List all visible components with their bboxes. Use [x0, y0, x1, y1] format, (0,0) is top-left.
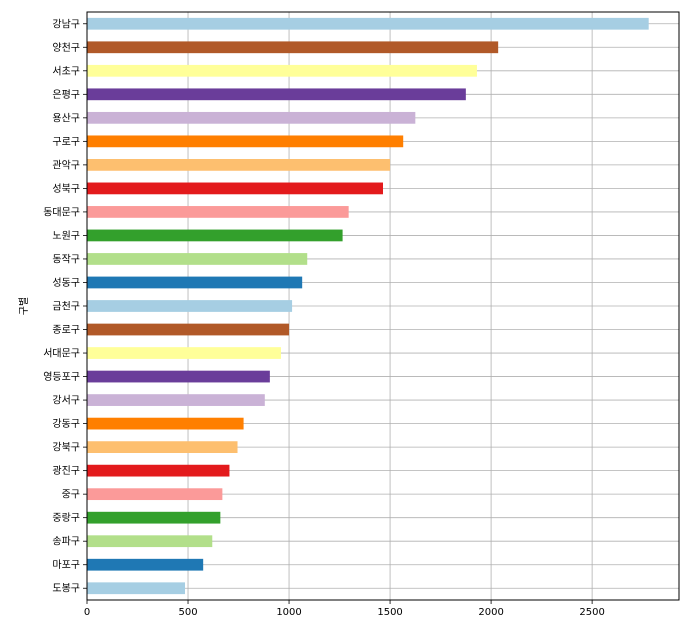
y-axis-title: 구별 [18, 297, 30, 315]
y-tick-label: 중랑구 [52, 512, 80, 524]
bar-영등포구 [87, 370, 270, 383]
y-tick-label: 송파구 [52, 536, 80, 548]
y-tick-label: 강북구 [52, 442, 80, 454]
y-tick-label: 성동구 [52, 277, 80, 289]
y-tick-label: 광진구 [52, 465, 80, 477]
bar-동대문구 [87, 206, 349, 218]
bar-관악구 [87, 159, 391, 171]
y-tick-label: 동대문구 [43, 206, 80, 218]
x-tick-label: 2500 [579, 607, 604, 618]
y-tick-label: 종로구 [52, 324, 80, 336]
x-tick-label: 500 [178, 607, 197, 618]
bar-광진구 [87, 464, 230, 477]
y-tick-label: 동작구 [52, 253, 80, 265]
bar-강남구 [87, 17, 649, 30]
x-tick-label: 2000 [478, 607, 503, 618]
y-tick-label: 강남구 [52, 18, 80, 30]
y-tick-label: 은평구 [52, 89, 80, 101]
y-tick-label: 용산구 [52, 112, 80, 124]
bar-마포구 [87, 558, 204, 571]
bar-도봉구 [87, 582, 185, 595]
y-tick-label: 마포구 [52, 559, 80, 571]
bar-강동구 [87, 417, 244, 430]
bar-강서구 [87, 394, 265, 406]
y-tick-label: 서초구 [52, 65, 80, 77]
bar-서대문구 [87, 347, 281, 359]
y-tick-label: 서대문구 [43, 348, 80, 360]
y-tick-label: 노원구 [52, 230, 80, 242]
y-tick-label: 성북구 [52, 183, 80, 195]
bar-노원구 [87, 229, 343, 242]
y-tick-label: 영등포구 [43, 371, 80, 383]
bars [87, 17, 649, 595]
bar-양천구 [87, 41, 499, 54]
y-tick-label: 중구 [62, 489, 80, 501]
y-tick-label: 강서구 [52, 395, 80, 407]
x-axis-ticks: 0 500 1000 1500 2000 2500 [84, 600, 605, 618]
bar-송파구 [87, 535, 213, 548]
bar-서초구 [87, 64, 477, 77]
bar-강북구 [87, 441, 238, 453]
y-tick-label: 양천구 [52, 42, 80, 54]
bar-성북구 [87, 182, 383, 195]
y-tick-label: 강동구 [52, 418, 80, 430]
x-tick-label: 1500 [377, 607, 402, 618]
bar-구로구 [87, 135, 404, 148]
bar-종로구 [87, 323, 290, 336]
y-axis-ticks: 도봉구 마포구 송파구 중랑구 중구 광진구 강북구 강동구 강서구 영등포구 서대문구 종로구 금천구… [43, 18, 87, 595]
bar-성동구 [87, 276, 303, 289]
y-tick-label: 관악구 [52, 159, 80, 171]
y-tick-label: 구로구 [52, 137, 80, 148]
bar-중구 [87, 488, 223, 501]
y-tick-label: 도봉구 [52, 583, 80, 595]
x-tick-label: 1000 [276, 607, 301, 618]
bar-용산구 [87, 111, 416, 124]
bar-금천구 [87, 300, 293, 312]
y-tick-label: 금천구 [52, 301, 80, 313]
x-tick-label: 0 [84, 607, 90, 618]
bar-중랑구 [87, 511, 221, 524]
bar-은평구 [87, 88, 466, 101]
bar-동작구 [87, 253, 308, 265]
